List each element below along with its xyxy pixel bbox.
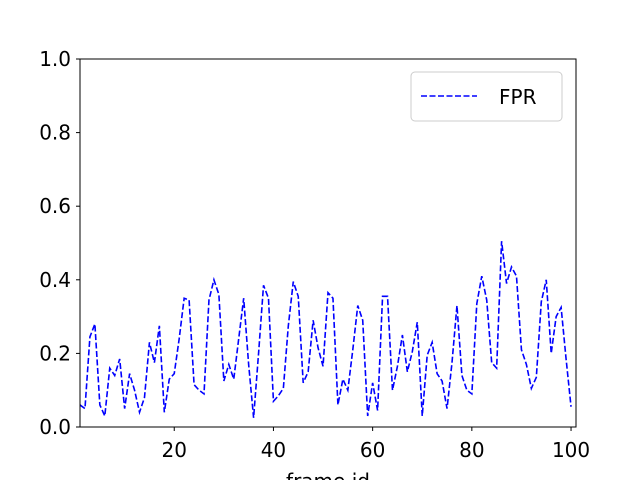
x-tick-label: 60 xyxy=(360,438,385,462)
x-axis-label: frame id xyxy=(286,469,370,480)
y-tick-label: 0.0 xyxy=(39,415,71,439)
x-tick-label: 20 xyxy=(162,438,187,462)
legend-label: FPR xyxy=(499,85,537,109)
legend-box xyxy=(410,71,563,122)
data-line xyxy=(79,241,572,420)
y-tick-label: 0.6 xyxy=(39,194,71,218)
y-tick-label: 0.8 xyxy=(39,121,71,145)
x-tick-label: 40 xyxy=(261,438,286,462)
x-tick-label: 100 xyxy=(552,438,590,462)
x-tick-label: 80 xyxy=(459,438,484,462)
y-tick-label: 1.0 xyxy=(39,47,71,71)
y-tick-label: 0.2 xyxy=(39,341,71,365)
y-tick-label: 0.4 xyxy=(39,268,71,292)
plot-frame xyxy=(79,58,577,428)
